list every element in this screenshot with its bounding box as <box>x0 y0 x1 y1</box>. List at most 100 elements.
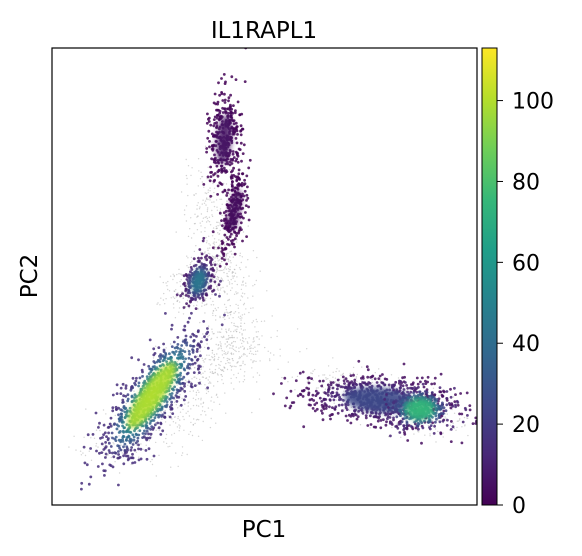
data-point <box>209 244 211 246</box>
data-point <box>269 359 271 362</box>
data-point <box>178 273 180 275</box>
data-point <box>196 347 199 351</box>
data-point <box>252 295 254 297</box>
data-point <box>226 200 228 202</box>
data-point <box>173 275 175 278</box>
data-point <box>249 347 251 350</box>
data-point <box>173 385 177 389</box>
data-point <box>220 183 224 186</box>
data-point <box>232 174 236 177</box>
data-point <box>177 417 179 420</box>
data-point <box>231 159 235 162</box>
data-point <box>191 378 193 380</box>
data-point <box>131 443 135 446</box>
data-point <box>130 356 134 360</box>
data-point <box>207 252 210 255</box>
data-point <box>201 302 203 304</box>
data-point <box>440 406 444 410</box>
data-point <box>182 338 184 341</box>
data-point <box>132 438 136 442</box>
data-point <box>430 395 434 399</box>
data-point <box>446 413 448 415</box>
data-point <box>187 165 190 167</box>
data-point <box>216 268 218 271</box>
data-point <box>132 435 136 439</box>
data-point <box>220 198 223 200</box>
data-point <box>209 171 213 174</box>
data-point <box>115 392 119 395</box>
data-point <box>399 408 403 412</box>
data-point <box>178 430 180 432</box>
data-point <box>188 379 190 381</box>
data-point <box>229 289 232 292</box>
data-point <box>136 430 139 432</box>
data-point <box>236 239 238 241</box>
data-point <box>165 298 167 300</box>
data-point <box>223 357 225 359</box>
data-point <box>367 381 371 384</box>
data-point <box>407 396 410 399</box>
data-point <box>349 381 352 385</box>
data-point <box>463 416 466 419</box>
data-point <box>225 241 228 243</box>
data-point <box>209 256 213 260</box>
data-point <box>209 194 213 198</box>
data-point <box>144 423 148 427</box>
data-point <box>361 411 365 415</box>
data-point <box>168 392 172 396</box>
data-point <box>241 340 244 342</box>
data-point <box>157 426 161 430</box>
data-point <box>187 380 191 384</box>
data-point <box>211 289 214 293</box>
data-point <box>179 382 183 386</box>
data-point <box>341 375 345 379</box>
data-point <box>211 215 214 218</box>
data-point <box>423 419 426 423</box>
data-point <box>381 373 384 376</box>
data-point <box>227 111 230 115</box>
data-point <box>413 420 417 424</box>
data-point <box>230 116 234 120</box>
data-point <box>159 357 163 360</box>
data-point <box>243 189 247 193</box>
data-point <box>140 426 143 429</box>
data-point <box>172 278 174 281</box>
data-point <box>217 168 221 172</box>
data-point <box>228 328 230 330</box>
data-point <box>97 446 99 448</box>
data-point <box>158 406 161 408</box>
data-point <box>220 77 223 80</box>
data-point <box>180 352 184 356</box>
data-point <box>176 426 179 428</box>
data-point <box>335 394 338 397</box>
data-point <box>322 407 326 411</box>
data-point <box>376 384 380 388</box>
data-point <box>177 366 181 369</box>
data-point <box>120 444 122 446</box>
data-point <box>251 353 253 355</box>
data-point <box>171 442 173 444</box>
data-point <box>369 423 373 426</box>
data-point <box>213 115 217 119</box>
data-point <box>229 169 231 171</box>
data-point <box>434 428 437 430</box>
data-point <box>111 436 114 440</box>
data-point <box>433 376 437 380</box>
data-point <box>474 416 477 420</box>
data-point <box>197 435 200 437</box>
data-point <box>426 380 429 384</box>
data-point <box>124 406 128 410</box>
data-point <box>398 389 402 392</box>
data-point <box>394 425 398 428</box>
data-point <box>170 297 172 299</box>
data-point <box>232 127 236 130</box>
data-point <box>241 152 245 156</box>
data-point <box>222 222 224 224</box>
data-point <box>324 403 328 407</box>
data-point <box>202 401 205 404</box>
data-point <box>170 327 173 331</box>
data-point <box>239 339 242 341</box>
data-point <box>188 316 191 320</box>
data-point <box>243 379 246 381</box>
data-point <box>398 431 402 434</box>
